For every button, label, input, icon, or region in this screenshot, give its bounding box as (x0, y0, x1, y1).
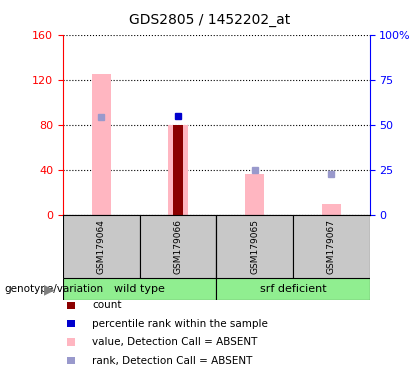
Text: GSM179064: GSM179064 (97, 219, 106, 274)
Text: genotype/variation: genotype/variation (4, 284, 103, 294)
Bar (63, 278, 216, 300)
Bar (245, 174, 264, 215)
Text: percentile rank within the sample: percentile rank within the sample (92, 319, 268, 329)
Text: ▶: ▶ (44, 282, 55, 296)
Text: wild type: wild type (114, 284, 165, 294)
Bar (216, 278, 370, 300)
Bar (63, 215, 139, 278)
Text: GSM179066: GSM179066 (173, 219, 182, 274)
Bar (216, 215, 293, 278)
Bar (293, 215, 370, 278)
Text: count: count (92, 300, 122, 310)
Bar (139, 215, 216, 278)
Bar (173, 125, 183, 215)
Text: GSM179065: GSM179065 (250, 219, 259, 274)
Bar (322, 204, 341, 215)
Bar (168, 125, 188, 215)
Bar (92, 74, 111, 215)
Text: rank, Detection Call = ABSENT: rank, Detection Call = ABSENT (92, 356, 253, 366)
Text: GSM179067: GSM179067 (327, 219, 336, 274)
Text: value, Detection Call = ABSENT: value, Detection Call = ABSENT (92, 337, 258, 347)
Text: srf deficient: srf deficient (260, 284, 326, 294)
Text: GDS2805 / 1452202_at: GDS2805 / 1452202_at (129, 13, 291, 27)
